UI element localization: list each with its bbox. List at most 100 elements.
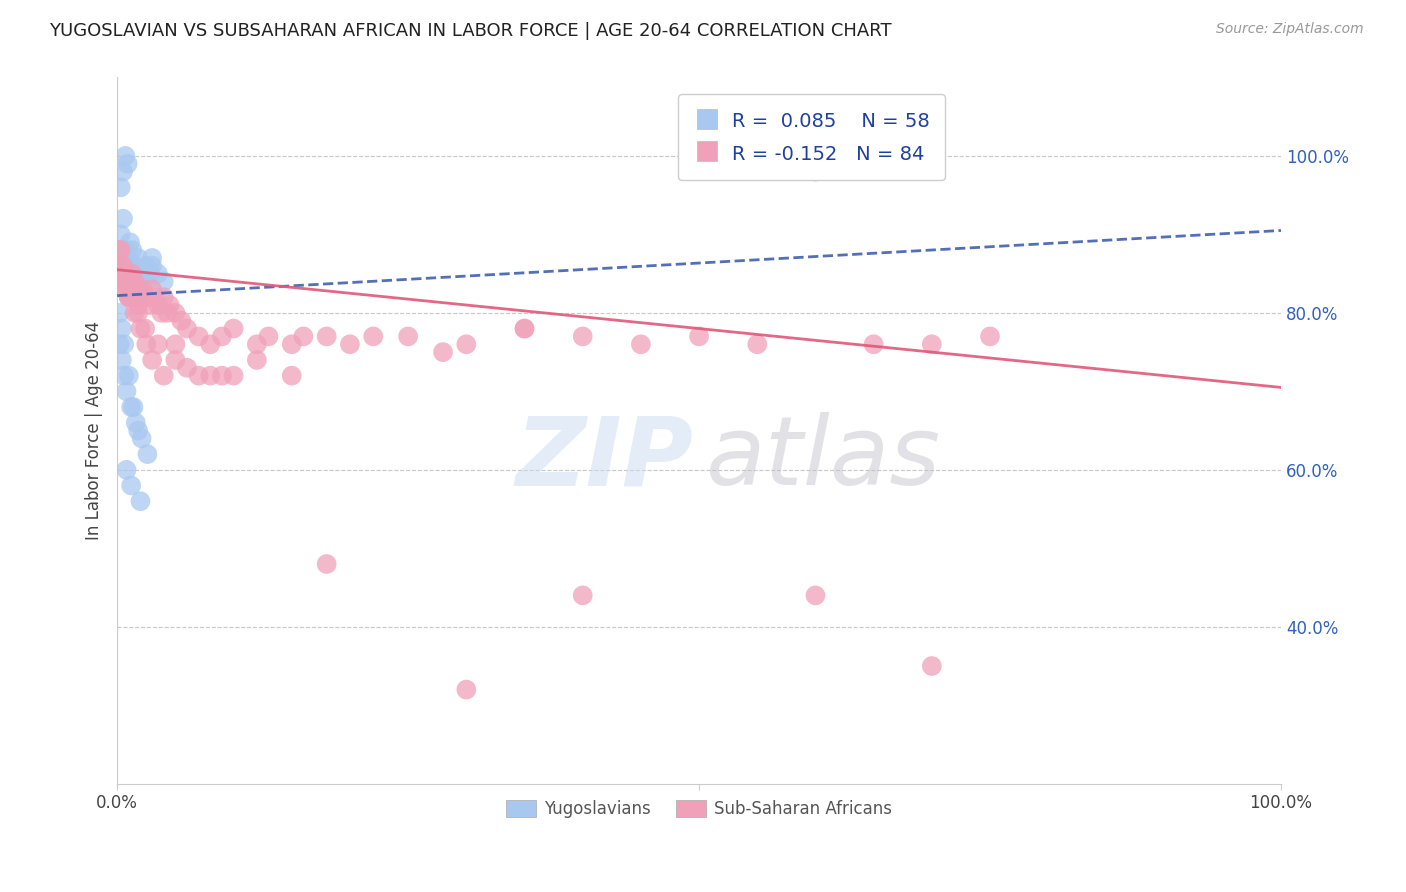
- Point: [139, 267, 162, 281]
- Point: [200, 337, 222, 351]
- Point: [127, 306, 149, 320]
- Point: [571, 588, 593, 602]
- Point: [110, 267, 132, 281]
- Point: [141, 251, 163, 265]
- Point: [129, 275, 152, 289]
- Point: [132, 282, 155, 296]
- Point: [115, 463, 138, 477]
- Point: [117, 251, 139, 265]
- Point: [132, 267, 155, 281]
- Point: [111, 259, 134, 273]
- Point: [165, 353, 187, 368]
- Point: [165, 337, 187, 351]
- Point: [118, 290, 141, 304]
- Point: [120, 290, 142, 304]
- Point: [120, 282, 142, 296]
- Point: [125, 290, 148, 304]
- Point: [108, 306, 131, 320]
- Point: [124, 306, 146, 320]
- Point: [118, 267, 141, 281]
- Point: [146, 337, 169, 351]
- Point: [315, 329, 337, 343]
- Point: [129, 290, 152, 304]
- Point: [110, 243, 132, 257]
- Point: [108, 337, 131, 351]
- Point: [112, 282, 135, 296]
- Text: Source: ZipAtlas.com: Source: ZipAtlas.com: [1216, 22, 1364, 37]
- Point: [128, 282, 150, 296]
- Point: [111, 321, 134, 335]
- Point: [125, 275, 148, 289]
- Point: [122, 282, 145, 296]
- Point: [281, 337, 304, 351]
- Point: [122, 400, 145, 414]
- Point: [117, 282, 139, 296]
- Point: [222, 368, 245, 383]
- Point: [124, 259, 146, 273]
- Point: [111, 164, 134, 178]
- Point: [921, 337, 943, 351]
- Point: [159, 298, 181, 312]
- Point: [127, 298, 149, 312]
- Point: [124, 275, 146, 289]
- Point: [292, 329, 315, 343]
- Point: [115, 275, 138, 289]
- Point: [120, 478, 142, 492]
- Point: [456, 337, 478, 351]
- Point: [141, 282, 163, 296]
- Point: [135, 290, 157, 304]
- Point: [124, 267, 146, 281]
- Point: [110, 267, 132, 281]
- Point: [187, 329, 209, 343]
- Point: [115, 384, 138, 399]
- Point: [127, 251, 149, 265]
- Point: [129, 494, 152, 508]
- Point: [110, 180, 132, 194]
- Point: [630, 337, 652, 351]
- Point: [112, 275, 135, 289]
- Point: [211, 368, 233, 383]
- Point: [120, 400, 142, 414]
- Point: [129, 321, 152, 335]
- Point: [115, 275, 138, 289]
- Point: [125, 282, 148, 296]
- Text: atlas: atlas: [704, 412, 939, 506]
- Point: [108, 243, 131, 257]
- Point: [121, 243, 143, 257]
- Point: [136, 447, 159, 461]
- Point: [111, 259, 134, 273]
- Point: [979, 329, 1001, 343]
- Point: [131, 432, 153, 446]
- Point: [134, 321, 156, 335]
- Point: [114, 259, 136, 273]
- Point: [176, 321, 198, 335]
- Point: [111, 211, 134, 226]
- Y-axis label: In Labor Force | Age 20-64: In Labor Force | Age 20-64: [86, 321, 103, 541]
- Point: [361, 329, 384, 343]
- Point: [114, 149, 136, 163]
- Point: [115, 267, 138, 281]
- Point: [246, 353, 269, 368]
- Point: [257, 329, 280, 343]
- Point: [804, 588, 827, 602]
- Point: [127, 275, 149, 289]
- Point: [571, 329, 593, 343]
- Point: [117, 282, 139, 296]
- Point: [747, 337, 769, 351]
- Point: [165, 306, 187, 320]
- Point: [111, 259, 134, 273]
- Point: [135, 337, 157, 351]
- Point: [114, 243, 136, 257]
- Point: [513, 321, 536, 335]
- Point: [107, 259, 129, 273]
- Point: [111, 251, 134, 265]
- Point: [135, 275, 157, 289]
- Point: [688, 329, 710, 343]
- Point: [121, 267, 143, 281]
- Point: [146, 267, 169, 281]
- Point: [315, 557, 337, 571]
- Point: [118, 290, 141, 304]
- Point: [396, 329, 419, 343]
- Point: [211, 329, 233, 343]
- Point: [122, 290, 145, 304]
